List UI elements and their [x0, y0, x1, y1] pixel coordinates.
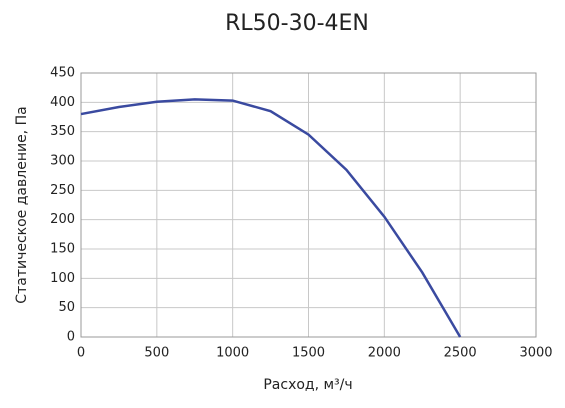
y-tick-label: 450: [50, 66, 75, 81]
x-tick-label: 2000: [368, 346, 401, 361]
y-tick-label: 0: [67, 330, 75, 345]
y-tick-label: 250: [50, 183, 75, 198]
x-tick-label: 1500: [292, 346, 325, 361]
data-line: [80, 98, 462, 338]
y-tick-label: 400: [50, 95, 75, 110]
x-tick-label: 1000: [216, 346, 249, 361]
y-axis-label: Статическое давление, Па: [14, 106, 30, 303]
y-tick-label: 300: [50, 154, 75, 169]
y-tick-label: 50: [58, 300, 75, 315]
x-axis-label: Расход, м³/ч: [263, 377, 352, 393]
x-tick-label: 0: [77, 346, 85, 361]
y-tick-label: 200: [50, 212, 75, 227]
x-tick-label: 500: [144, 346, 169, 361]
y-tick-label: 100: [50, 271, 75, 286]
x-tick-label: 3000: [519, 346, 552, 361]
y-tick-label: 350: [50, 124, 75, 139]
plot-frame: [80, 72, 537, 338]
chart-title: RL50-30-4EN: [225, 11, 369, 36]
y-tick-label: 150: [50, 242, 75, 257]
x-tick-label: 2500: [444, 346, 477, 361]
